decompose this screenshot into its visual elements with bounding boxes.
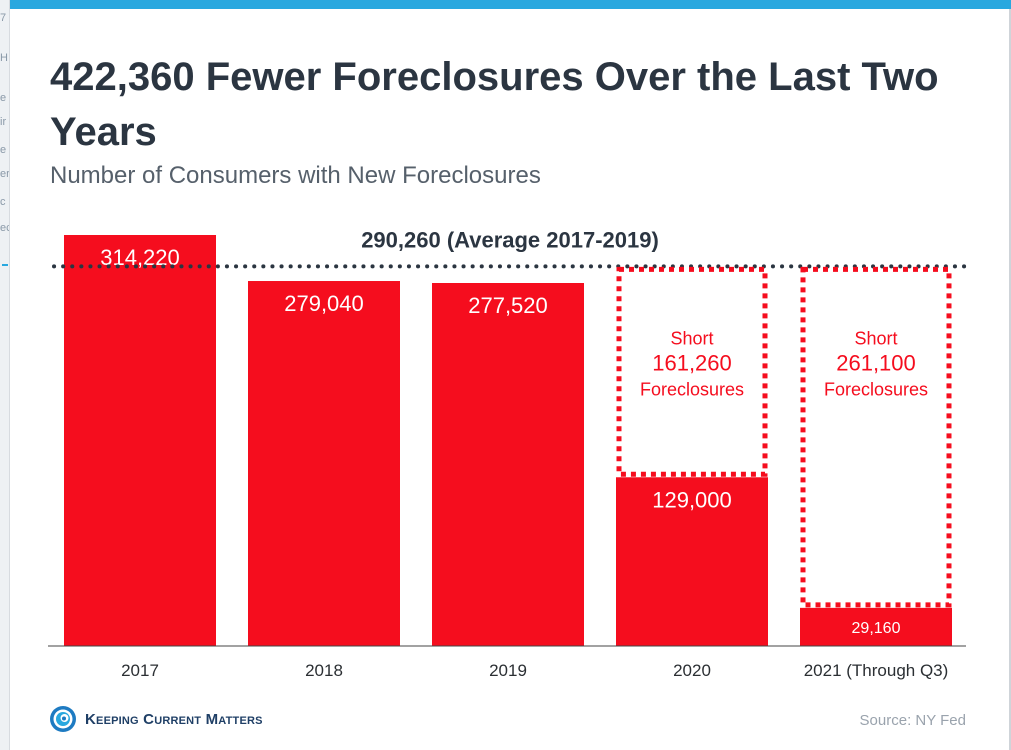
sidebar-fragment: e bbox=[0, 144, 7, 156]
shortfall-label: Short bbox=[854, 328, 897, 348]
background-window-strip: 7 H e ir e er c ec bbox=[0, 0, 10, 750]
average-label: 290,260 (Average 2017-2019) bbox=[361, 227, 659, 252]
sidebar-fragment: c bbox=[0, 196, 6, 208]
bar-value-label: 129,000 bbox=[652, 487, 732, 512]
shortfall-label: 161,260 bbox=[652, 350, 732, 375]
bar-value-label: 29,160 bbox=[852, 620, 901, 637]
bar bbox=[800, 607, 952, 646]
chart-subtitle: Number of Consumers with New Foreclosure… bbox=[50, 162, 541, 189]
x-tick-label: 2020 bbox=[673, 661, 711, 680]
sidebar-fragment: H bbox=[0, 52, 8, 64]
bar-value-label: 314,220 bbox=[100, 245, 180, 270]
source-note: Source: NY Fed bbox=[859, 712, 966, 729]
swirl-logo-icon bbox=[50, 706, 76, 732]
shortfall-label: Foreclosures bbox=[824, 379, 928, 399]
sidebar-fragment: er bbox=[0, 168, 9, 180]
brand-logo: Keeping Current Matters bbox=[49, 705, 263, 733]
brand-name: Keeping Current Matters bbox=[85, 710, 263, 728]
sidebar-marker bbox=[2, 264, 8, 266]
x-tick-label: 2021 (Through Q3) bbox=[804, 661, 949, 680]
shortfall-label: 261,100 bbox=[836, 350, 916, 375]
x-tick-label: 2017 bbox=[121, 661, 159, 680]
bar bbox=[248, 281, 400, 646]
bar bbox=[616, 477, 768, 646]
sidebar-fragment: ec bbox=[0, 222, 9, 234]
shortfall-box bbox=[800, 266, 952, 608]
bar-value-label: 277,520 bbox=[468, 293, 548, 318]
shortfall-label: Foreclosures bbox=[640, 379, 744, 399]
x-tick-label: 2019 bbox=[489, 661, 527, 680]
x-tick-label: 2018 bbox=[305, 661, 343, 680]
bar bbox=[432, 283, 584, 646]
top-accent-bar bbox=[0, 0, 1011, 9]
sidebar-fragment: 7 bbox=[0, 12, 7, 24]
bar-value-label: 279,040 bbox=[284, 291, 364, 316]
chart-title: 422,360 Fewer Foreclosures Over the Last… bbox=[50, 55, 939, 154]
sidebar-fragment: ir bbox=[0, 116, 7, 128]
bar bbox=[64, 235, 216, 646]
shortfall-label: Short bbox=[670, 328, 713, 348]
shortfall-box bbox=[616, 266, 768, 477]
sidebar-fragment: e bbox=[0, 92, 7, 104]
